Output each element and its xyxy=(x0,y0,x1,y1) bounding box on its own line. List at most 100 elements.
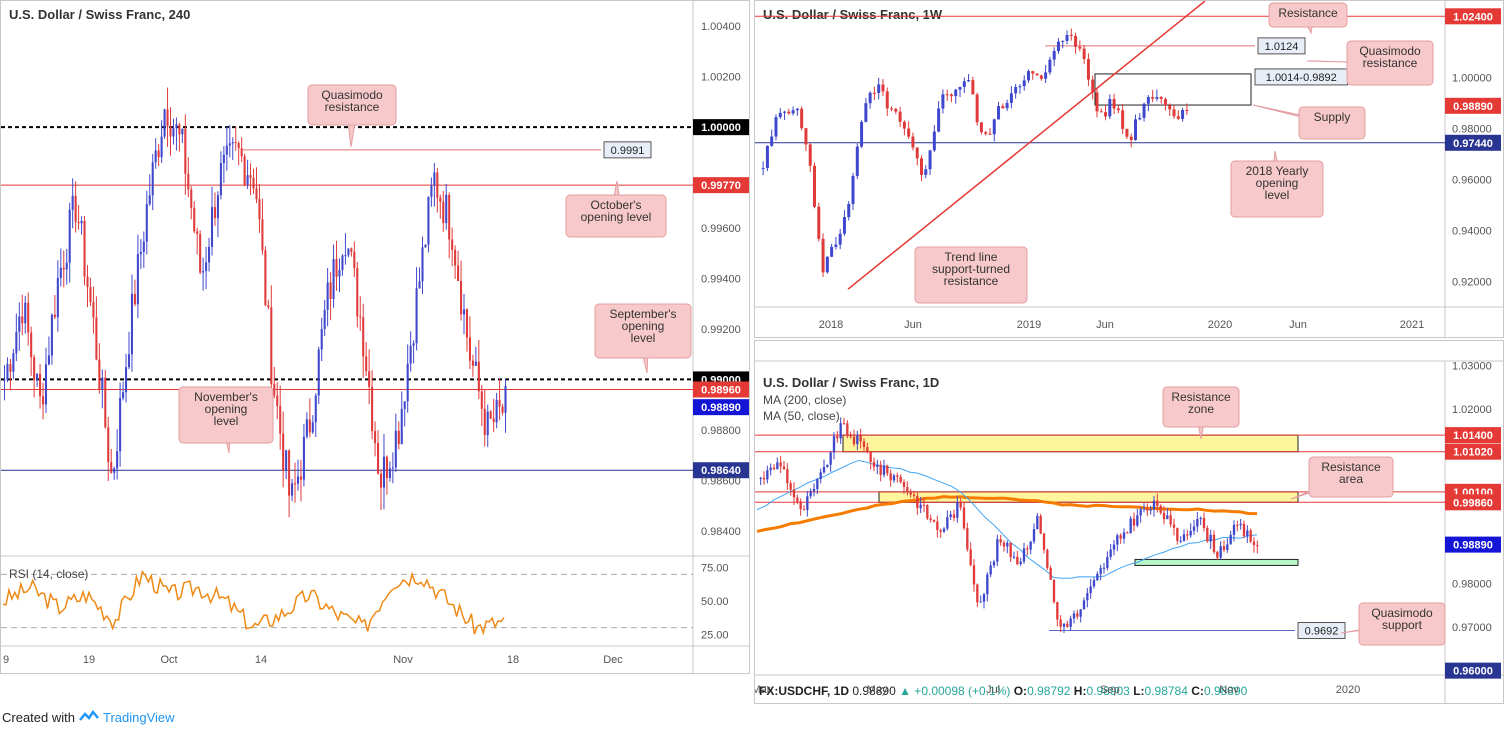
d1-candle xyxy=(886,465,889,474)
d1-candle xyxy=(1229,534,1232,545)
w1-candle xyxy=(1168,105,1172,110)
w1-candle xyxy=(1112,99,1116,109)
h4-candle xyxy=(329,282,332,299)
h4-candle xyxy=(385,456,388,479)
h4-candle xyxy=(89,287,92,303)
w1-candle xyxy=(868,92,872,104)
d1-candle xyxy=(902,482,906,488)
d1-quasimodo-value-box xyxy=(1297,622,1346,640)
h4-candle xyxy=(433,172,436,186)
w1-candle xyxy=(1146,97,1150,104)
h4-candle xyxy=(415,288,418,344)
h4-candle xyxy=(270,307,273,384)
w1-candle xyxy=(834,244,838,247)
h4-price-tick: 0.98800 xyxy=(701,425,741,437)
w1-candle xyxy=(1018,86,1022,88)
h4-candle xyxy=(65,262,68,270)
d1-price-tag-bottom-bg xyxy=(1445,662,1501,679)
w1-candle xyxy=(1022,80,1026,87)
w1-candle xyxy=(1155,97,1159,99)
h4-candle xyxy=(59,267,62,278)
h4-candle xyxy=(347,248,350,256)
h4-chart-canvas[interactable]: 1.00400 1.00200 1.00000 0.99770 0.99600 0.994… xyxy=(1,1,749,673)
d1-candle xyxy=(1026,548,1029,550)
d1-callout-resistance-zone-box xyxy=(1162,386,1240,428)
d1-candle xyxy=(876,464,879,467)
h4-time-tick: 18 xyxy=(507,654,519,666)
w1-supply-value: 1.0014-0.9892 xyxy=(1266,72,1337,84)
d1-candle xyxy=(959,502,962,508)
w1-candle xyxy=(937,108,941,132)
d1-candle xyxy=(829,452,832,465)
w1-candle xyxy=(838,233,842,245)
h4-candle xyxy=(282,433,285,471)
h4-candle xyxy=(397,430,400,445)
d1-candle xyxy=(1132,518,1136,526)
w1-callout-trendline-text: resistance xyxy=(944,274,999,288)
h4-candle xyxy=(302,436,305,480)
w1-price-tick: 0.98000 xyxy=(1452,124,1492,136)
h4-candle xyxy=(53,314,56,318)
h4-candle xyxy=(409,345,412,364)
w1-callout-trendline-text: support-turned xyxy=(932,262,1010,276)
h4-candle xyxy=(210,207,214,247)
d1-candle xyxy=(942,528,946,532)
d1-callout-quasimodo-box xyxy=(1358,602,1446,646)
d1-candle xyxy=(1096,573,1099,581)
d1-callout-resistance-area-text: Resistance xyxy=(1321,460,1381,474)
h4-candle xyxy=(471,360,474,366)
d1-candle xyxy=(952,514,956,518)
h4-rsi-tick: 50.00 xyxy=(701,596,729,608)
w1-candle xyxy=(1116,108,1120,111)
d1-candle xyxy=(992,561,996,566)
h4-candle xyxy=(291,483,294,496)
d1-time-tick: May xyxy=(867,684,888,696)
d1-candle xyxy=(1016,556,1019,565)
d1-callout-resistance-zone-text: Resistance xyxy=(1171,390,1231,404)
h4-candle xyxy=(41,396,45,405)
d1-candle xyxy=(1029,541,1032,550)
h4-price-tag-november: 0.98640 xyxy=(701,465,741,477)
h4-candle xyxy=(193,207,196,232)
h4-candle xyxy=(86,276,89,288)
footer-created: Created with xyxy=(2,710,75,725)
h4-candle xyxy=(394,430,397,468)
d1-candle xyxy=(1066,623,1069,627)
h4-candle xyxy=(442,201,445,224)
h4-quasimodo-value-box xyxy=(603,141,652,159)
h4-candle xyxy=(341,255,344,271)
h4-candle xyxy=(142,241,145,252)
h4-candle xyxy=(436,172,439,198)
w1-price-tick: 1.00000 xyxy=(1452,73,1492,85)
w1-candle xyxy=(962,81,966,87)
d1-chart-canvas[interactable]: 0.96921.030001.020001.014001.010201.0010… xyxy=(755,341,1503,703)
w1-time-tick: 2021 xyxy=(1400,319,1424,331)
h4-price-tick: 0.99600 xyxy=(701,223,741,235)
h4-candle xyxy=(305,419,308,437)
d1-candle xyxy=(1136,515,1139,526)
w1-time-tick: Jun xyxy=(904,319,922,331)
h4-quasimodo-value: 0.9991 xyxy=(611,145,645,157)
h4-price-tag-parity: 1.00000 xyxy=(701,122,741,134)
w1-candle xyxy=(1065,35,1069,41)
ma50-label: MA (50, close) xyxy=(763,409,840,423)
h4-candle xyxy=(350,248,353,252)
h4-candle xyxy=(107,427,110,463)
w1-candle xyxy=(1069,35,1073,37)
w1-chart-canvas[interactable]: 1.02400 1.00000 0.98890 0.98000 0.97440 0.960… xyxy=(755,1,1503,337)
h4-candle xyxy=(205,262,208,272)
d1-candle xyxy=(759,477,762,479)
h4-candle xyxy=(403,401,406,409)
w1-callout-trendline-box xyxy=(914,246,1028,304)
h4-candle xyxy=(276,395,279,407)
h4-callout-quasimodo-box xyxy=(307,84,397,126)
h4-candle xyxy=(412,343,415,346)
d1-candle xyxy=(1159,505,1162,513)
footer-brand[interactable]: TradingView xyxy=(102,710,175,725)
h4-candle xyxy=(445,194,448,224)
d1-candle xyxy=(1082,600,1086,610)
d1-candle xyxy=(772,467,776,470)
d1-candle xyxy=(1032,529,1036,542)
h4-candle xyxy=(202,271,205,273)
w1-callout-supply-text: Supply xyxy=(1314,110,1351,124)
